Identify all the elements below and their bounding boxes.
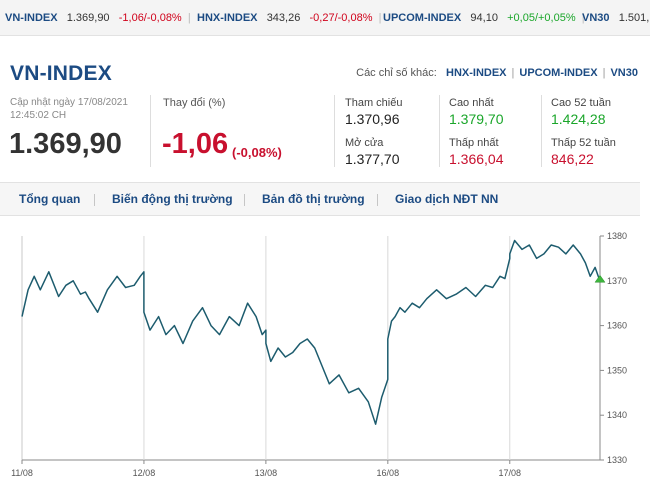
ticker-item-hnxindex[interactable]: HNX-INDEX 343,26 -0,27/-0,08% | <box>197 0 382 35</box>
ticker-name[interactable]: UPCOM-INDEX <box>383 12 462 24</box>
ref-price-label: Tham chiếu <box>345 97 403 109</box>
update-date: Cập nhật ngày 17/08/2021 <box>10 97 128 108</box>
index-price: 1.369,90 <box>9 128 122 160</box>
link-divider: | <box>511 67 515 79</box>
high-52w-label: Cao 52 tuần <box>551 97 611 109</box>
y-tick-label: 1370 <box>607 276 627 286</box>
other-indices-label: Các chỉ số khác: <box>356 67 437 79</box>
x-tick-label: 16/08 <box>377 468 400 478</box>
ticker-change: -1,06/-0,08% <box>118 12 182 24</box>
tab-divider <box>94 194 95 206</box>
ticker-change: +0,05/+0,05% <box>507 12 576 24</box>
y-tick-label: 1330 <box>607 455 627 465</box>
divider <box>150 95 151 167</box>
link-vn30[interactable]: VN30 <box>610 67 638 79</box>
tab-divider <box>377 194 378 206</box>
high-value: 1.379,70 <box>449 111 504 127</box>
tab-foreign-trading[interactable]: Giao dịch NĐT NN <box>395 192 499 206</box>
low-value: 1.366,04 <box>449 151 504 167</box>
divider <box>334 95 335 167</box>
high-52w-value: 1.424,28 <box>551 111 606 127</box>
tab-overview[interactable]: Tổng quan <box>19 192 81 206</box>
link-hnx-index[interactable]: HNX-INDEX <box>446 67 507 79</box>
current-value-marker <box>594 274 606 283</box>
high-label: Cao nhất <box>449 97 494 109</box>
y-tick-label: 1350 <box>607 365 627 375</box>
change-percent: (-0,08%) <box>232 145 282 160</box>
ticker-name[interactable]: VN30 <box>582 12 610 24</box>
y-tick-label: 1360 <box>607 321 627 331</box>
x-tick-label: 11/08 <box>11 468 33 478</box>
divider <box>541 95 542 167</box>
ticker-value: 94,10 <box>470 12 498 24</box>
page-title: VN-INDEX <box>10 62 112 85</box>
line-chart: 11/08 12/08 13/08 16/08 17/08 1330 1340 1350 136… <box>11 231 627 478</box>
open-price-label: Mở cửa <box>345 137 384 149</box>
ticker-value: 1.501,1 <box>618 12 650 24</box>
x-tick-label: 12/08 <box>133 468 156 478</box>
ticker-value: 343,26 <box>266 12 301 24</box>
index-chart: 11/08 12/08 13/08 16/08 17/08 1330 1340 1350 136… <box>0 228 650 503</box>
x-tick-label: 13/08 <box>255 468 278 478</box>
ticker-change: -0,27/-0,08% <box>309 12 373 24</box>
y-tick-label: 1340 <box>607 410 627 420</box>
change-label: Thay đổi (%) <box>163 97 226 109</box>
ticker-item-vn30[interactable]: VN30 1.501,1 <box>582 0 650 35</box>
market-ticker: VN-INDEX 1.369,90 -1,06/-0,08% | HNX-IND… <box>0 0 650 36</box>
update-clock: 12:45:02 CH <box>10 110 67 121</box>
ticker-item-upcomindex[interactable]: UPCOM-INDEX 94,10 +0,05/+0,05% | <box>383 0 585 35</box>
low-52w-value: 846,22 <box>551 151 594 167</box>
section-tabs: Tổng quan Biến động thị trường Bản đồ th… <box>0 182 640 216</box>
tab-divider <box>244 194 245 206</box>
index-line <box>21 239 601 425</box>
ticker-name[interactable]: VN-INDEX <box>5 12 58 24</box>
ticker-value: 1.369,90 <box>66 12 110 24</box>
ticker-name[interactable]: HNX-INDEX <box>197 12 258 24</box>
other-indices: Các chỉ số khác: HNX-INDEX | UPCOM-INDEX | V… <box>356 67 638 79</box>
update-time: Cập nhật ngày 17/08/2021 12:45:02 CH <box>10 96 128 122</box>
ticker-divider: | <box>187 12 191 24</box>
ticker-divider: | <box>378 12 382 24</box>
low-label: Thấp nhất <box>449 137 499 149</box>
divider <box>439 95 440 167</box>
ticker-divider: | <box>581 12 585 24</box>
tab-market-movement[interactable]: Biến động thị trường <box>112 192 233 206</box>
ref-price-value: 1.370,96 <box>345 111 400 127</box>
y-tick-label: 1380 <box>607 231 627 241</box>
link-divider: | <box>602 67 606 79</box>
x-tick-label: 17/08 <box>498 468 521 478</box>
open-price-value: 1.377,70 <box>345 151 400 167</box>
low-52w-label: Thấp 52 tuần <box>551 137 616 149</box>
ticker-item-vnindex[interactable]: VN-INDEX 1.369,90 -1,06/-0,08% | <box>5 0 191 35</box>
link-upcom-index[interactable]: UPCOM-INDEX <box>519 67 598 79</box>
tab-market-map[interactable]: Bản đồ thị trường <box>262 192 365 206</box>
change-value: -1,06 <box>162 128 229 160</box>
